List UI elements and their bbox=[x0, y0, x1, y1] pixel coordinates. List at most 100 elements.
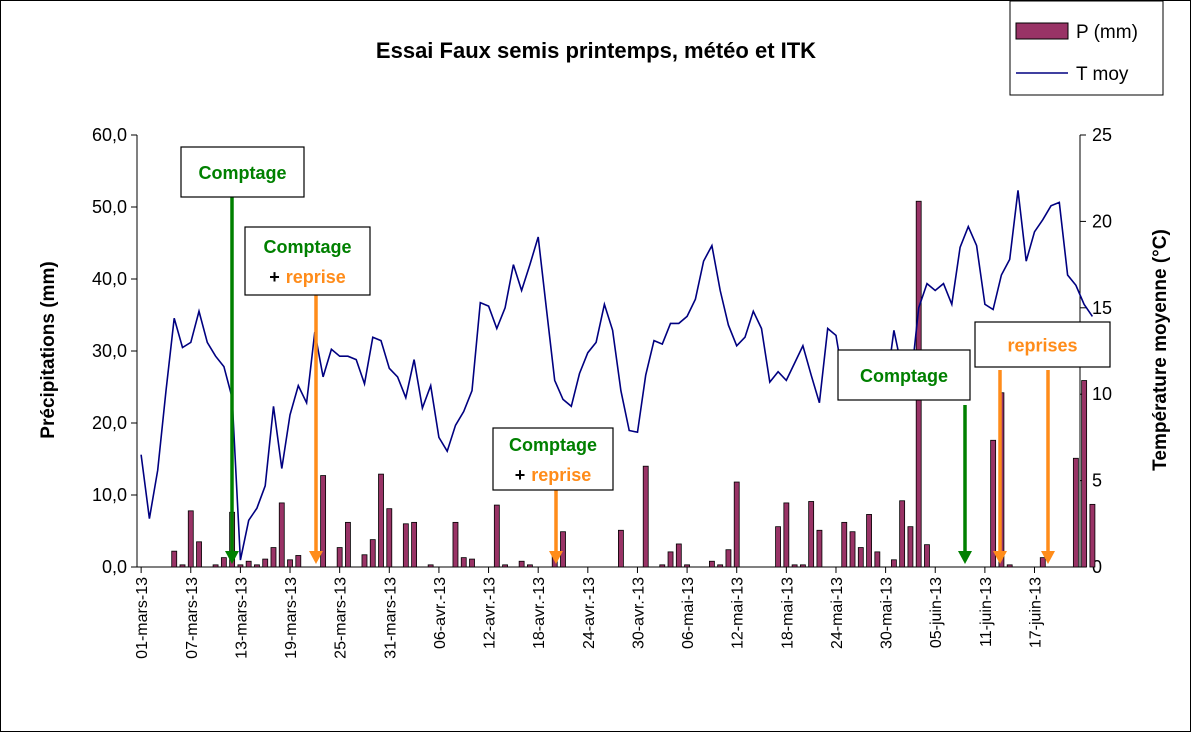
y2-tick-label: 15 bbox=[1092, 298, 1112, 318]
bar bbox=[1006, 564, 1013, 568]
y-tick-label: 50,0 bbox=[92, 197, 127, 217]
annotation-box bbox=[974, 321, 1111, 368]
x-tick-label: 11-juin-13 bbox=[978, 577, 995, 647]
y-tick-label: 20,0 bbox=[92, 413, 127, 433]
bar bbox=[659, 564, 666, 568]
annotation-text: Comptage bbox=[860, 366, 948, 386]
bar bbox=[791, 564, 798, 568]
bar bbox=[808, 501, 815, 568]
bar bbox=[295, 555, 302, 568]
annotation-arrowhead bbox=[1041, 551, 1055, 564]
annotation-arrowhead bbox=[225, 551, 239, 564]
bar bbox=[220, 557, 227, 568]
annotation-text: + reprise bbox=[515, 465, 592, 485]
annotation-segment: + bbox=[269, 267, 280, 287]
bar bbox=[849, 531, 856, 568]
annotation-segment: Comptage bbox=[860, 366, 948, 386]
bar bbox=[684, 564, 690, 568]
bar bbox=[187, 510, 194, 568]
bar bbox=[171, 550, 178, 568]
x-tick-label: 30-mai-13 bbox=[879, 577, 896, 649]
x-tick-label: 18-mai-13 bbox=[779, 577, 796, 649]
bar bbox=[278, 502, 285, 568]
x-tick-label: 05-juin-13 bbox=[928, 577, 945, 648]
bar bbox=[990, 439, 997, 568]
bar bbox=[212, 564, 219, 568]
annotation-segment: reprises bbox=[1007, 336, 1077, 356]
bar bbox=[469, 558, 475, 568]
line bbox=[140, 190, 1094, 561]
bar bbox=[196, 541, 202, 568]
bar bbox=[369, 539, 376, 568]
annotation-segment: Comptage bbox=[263, 237, 351, 257]
legend-label: T moy bbox=[1076, 64, 1129, 85]
bar bbox=[378, 473, 384, 568]
x-tick-label: 13-mars-13 bbox=[233, 577, 250, 659]
bar bbox=[618, 529, 624, 568]
y2-tick-label: 5 bbox=[1092, 471, 1102, 491]
chart-title: Essai Faux semis printemps, météo et ITK bbox=[376, 38, 816, 63]
annotation-box bbox=[837, 349, 971, 401]
bar bbox=[270, 547, 277, 568]
y2-tick-label: 25 bbox=[1092, 125, 1112, 145]
annotation-arrowhead bbox=[549, 551, 563, 564]
annotation-box bbox=[244, 226, 371, 296]
x-tick-label: 06-mai-13 bbox=[680, 577, 697, 649]
bar bbox=[857, 547, 864, 568]
bar bbox=[254, 564, 260, 568]
bar bbox=[899, 500, 906, 568]
bar bbox=[1039, 557, 1046, 568]
annotation-segment: + bbox=[515, 465, 526, 485]
x-tick-label: 25-mars-13 bbox=[333, 577, 350, 659]
x-tick-label: 07-mars-13 bbox=[184, 577, 201, 659]
bar bbox=[179, 564, 186, 568]
y-tick-label: 60,0 bbox=[92, 125, 127, 145]
annotation-box bbox=[492, 427, 614, 491]
bar bbox=[386, 508, 393, 568]
bar bbox=[336, 547, 343, 568]
y2-tick-label: 0 bbox=[1092, 557, 1102, 577]
annotation-text: Comptage bbox=[263, 237, 351, 257]
bar bbox=[675, 543, 682, 568]
bar bbox=[560, 531, 566, 568]
annotation-segment: reprise bbox=[286, 267, 346, 287]
bar bbox=[493, 504, 500, 568]
annotation-arrowhead bbox=[993, 551, 1007, 564]
y2-tick-label: 20 bbox=[1092, 211, 1112, 231]
annotation-text: + reprise bbox=[269, 267, 346, 287]
annotation-text: Comptage bbox=[198, 163, 286, 183]
annotation-arrowhead bbox=[958, 551, 972, 564]
bar bbox=[874, 551, 881, 568]
bar bbox=[866, 514, 872, 568]
x-tick-label: 30-avr.-13 bbox=[630, 577, 647, 649]
bar bbox=[502, 564, 509, 568]
bar bbox=[452, 521, 459, 568]
y2-tick-label: 10 bbox=[1092, 384, 1112, 404]
bar bbox=[245, 560, 252, 568]
x-tick-label: 24-mai-13 bbox=[829, 577, 846, 649]
bar bbox=[527, 564, 533, 568]
bar bbox=[460, 557, 467, 568]
bar bbox=[708, 560, 715, 568]
bar bbox=[287, 559, 293, 568]
bar bbox=[717, 564, 724, 568]
legend-box bbox=[1009, 0, 1164, 96]
x-tick-label: 31-mars-13 bbox=[382, 577, 399, 659]
annotation-segment: Comptage bbox=[509, 435, 597, 455]
bar bbox=[775, 526, 781, 568]
bar bbox=[262, 558, 269, 568]
bar bbox=[411, 521, 418, 568]
annotation-text: reprises bbox=[1007, 336, 1077, 356]
x-tick-label: 17-juin-13 bbox=[1028, 577, 1045, 648]
x-tick-label: 01-mars-13 bbox=[134, 577, 151, 659]
bar bbox=[361, 554, 368, 568]
legend-label: P (mm) bbox=[1076, 22, 1138, 43]
bar bbox=[841, 521, 848, 568]
bar bbox=[890, 559, 897, 568]
annotation-box bbox=[180, 146, 305, 198]
x-tick-label: 24-avr.-13 bbox=[581, 577, 598, 649]
y2-axis-label: Température moyenne (°C) bbox=[1150, 229, 1171, 471]
bar bbox=[402, 523, 409, 568]
